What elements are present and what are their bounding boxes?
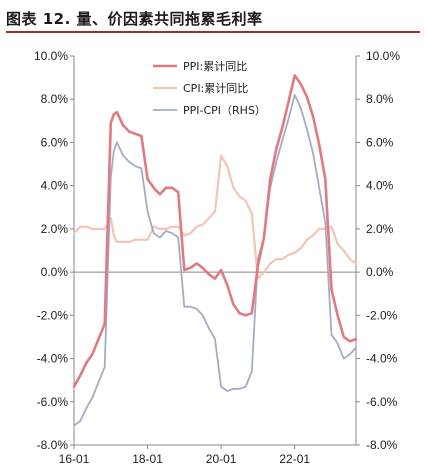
left-tick-label: 0.0%: [41, 265, 69, 279]
right-tick-label: 10.0%: [366, 49, 400, 63]
series-line-2: [73, 94, 357, 427]
left-tick-label: -8.0%: [37, 438, 69, 452]
left-tick-label: -6.0%: [37, 395, 69, 409]
x-tick-label: 22-01: [279, 452, 310, 466]
series-line-1: [72, 154, 358, 280]
series-line-0: [72, 74, 358, 388]
x-tick-label: 20-01: [206, 452, 237, 466]
chart-legend: PPI:累计同比 CPI:累计同比 PPI-CPI（RHS）: [153, 60, 266, 117]
right-tick-label: -6.0%: [366, 395, 398, 409]
legend-label: PPI:累计同比: [183, 60, 247, 73]
x-tick-label: 18-01: [132, 452, 163, 466]
left-tick-label: 4.0%: [41, 179, 69, 193]
chart-axes: -8.0% -6.0% -4.0% -2.0% 0.0% 2.0% 4.0% 6.0% 8.0%…: [34, 49, 400, 466]
legend-label: PPI-CPI（RHS）: [183, 104, 266, 117]
left-tick-label: 6.0%: [41, 135, 69, 149]
right-tick-label: 8.0%: [366, 92, 394, 106]
right-tick-label: -2.0%: [366, 308, 398, 322]
right-tick-label: 4.0%: [366, 179, 394, 193]
left-tick-label: 8.0%: [41, 92, 69, 106]
left-tick-label: 2.0%: [41, 222, 69, 236]
right-tick-label: 6.0%: [366, 135, 394, 149]
right-tick-label: 2.0%: [366, 222, 394, 236]
title-rule: [6, 31, 420, 33]
legend-label: CPI:累计同比: [183, 82, 248, 95]
right-tick-label: -4.0%: [366, 352, 398, 366]
right-tick-label: -8.0%: [366, 438, 398, 452]
left-tick-label: -2.0%: [37, 308, 69, 322]
left-tick-label: 10.0%: [34, 49, 68, 63]
x-tick-label: 16-01: [59, 452, 90, 466]
right-tick-label: 0.0%: [366, 265, 394, 279]
chart-title: 图表 12. 量、价因素共同拖累毛利率: [6, 10, 263, 28]
left-tick-label: -4.0%: [37, 352, 69, 366]
series-lines: [72, 74, 358, 427]
